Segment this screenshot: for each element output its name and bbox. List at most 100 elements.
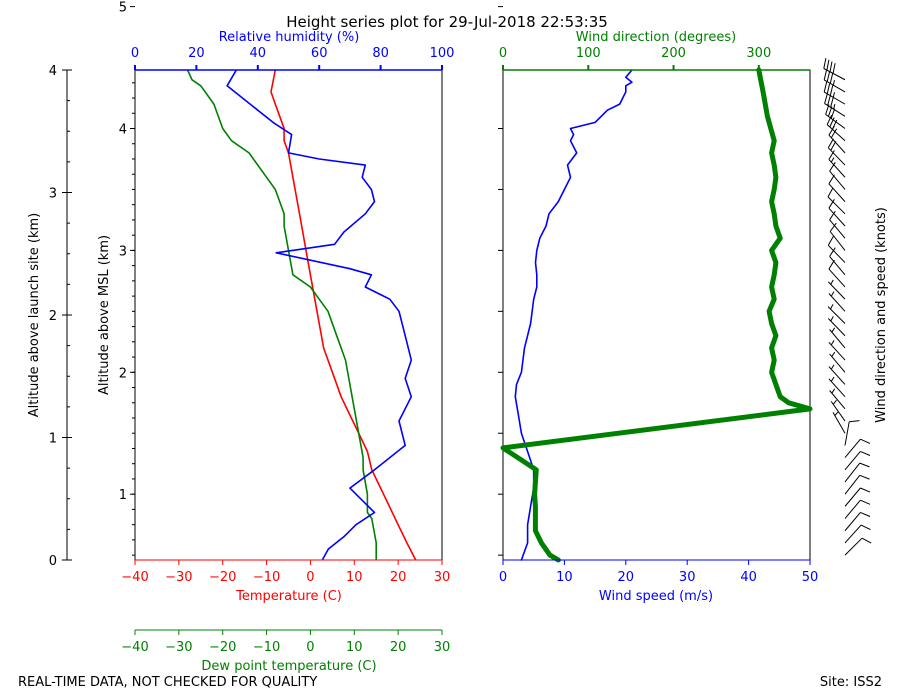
wind-barb-staff [829,353,846,373]
wind-barb [844,537,872,556]
wind-barb-staff [827,147,846,166]
temperature-axis-tick-label: −10 [253,570,280,585]
wind-speed-axis-tick-label: 30 [679,570,696,585]
wind-barb-half-flag [830,364,835,370]
wind-barb-half-flag [830,376,835,382]
wind-speed-axis: 0 10 20 30 40 50 [499,559,818,585]
wind-barb-flag [823,81,828,93]
wind-barb-staff [823,79,846,93]
wind-barb-flag [830,108,836,119]
wind-barb [844,511,871,532]
outer-axis-tick-label: 1 [49,432,57,447]
wind-barb-staff [828,268,846,288]
wind-barb-flag [828,199,835,209]
wind-barb-half-flag [832,399,837,405]
wind-barb-staff [827,196,846,215]
wind-barb-half-flag [830,279,834,285]
wind-barb-staff [828,366,846,385]
wind-barb-staff [823,68,846,81]
wind-barb [844,524,871,544]
wind-direction-axis-tick-label: 300 [746,46,771,61]
wind-barb-staff [844,438,861,458]
wind-panel-frame [502,69,811,561]
wind-barb-flag [823,69,828,81]
wind-barb [844,487,871,507]
wind-barb [844,499,871,519]
wind-barb-staff [828,341,846,361]
wind-barb-flag [832,63,836,74]
outer-axis-tick-label: 3 [49,187,57,202]
wind-speed-axis-tick-label: 20 [618,570,635,585]
wind-barb-staff [829,219,846,239]
temperature-axis-tick-label: −40 [121,570,148,585]
wind-barb [829,327,846,349]
temperature-axis-tick-label: 10 [346,570,363,585]
quality-disclaimer: REAL-TIME DATA, NOT CHECKED FOR QUALITY [18,675,317,690]
wind-barb-staff [828,159,846,178]
wind-barb-staff [827,281,846,300]
chart-title: Height series plot for 29-Jul-2018 22:53… [286,13,608,31]
wind-barb-half-flag [831,388,836,394]
wind-barb-staff [844,537,863,556]
wind-barb-staff [827,306,846,324]
wind-barb-half-flag [830,340,835,346]
wind-barb-staff [829,390,846,410]
wind-barb-staff [844,524,862,544]
wind-direction-axis-label: Wind direction (degrees) [576,30,736,45]
wind-barb-flag [823,58,827,69]
wind-barb-flag [828,150,835,160]
temperature-axis-tick-label: 30 [434,570,451,585]
wind-barb-flag [829,162,836,172]
wind-barb-staff [827,318,846,337]
wind-speed-line [514,69,633,561]
wind-barb-label: Wind direction and speed (knots) [874,207,889,423]
wind-barb [827,279,846,300]
wind-barb [823,69,846,93]
wind-barb [827,138,846,166]
wind-barb-half-flag [832,92,835,98]
wind-barb-half-flag [830,304,834,310]
rh-axis-tick-label: 80 [372,46,389,61]
wind-barb-staff [828,293,846,312]
wind-barb [829,162,846,190]
launch-site-altitude-label: Altitude above launch site (km) [27,213,42,417]
dewpoint-axis-tick-label: −40 [121,640,148,655]
wind-barb-flag [826,83,831,95]
msl-axis-tick-label: 3 [119,244,127,259]
wind-barb-flag [829,117,835,128]
thermo-panel-frame [134,69,443,561]
wind-barb-staff [844,499,861,519]
wind-barb [828,199,846,227]
wind-direction-axis-tick-label: 0 [499,46,507,61]
wind-barb [832,411,846,434]
wind-barb-flag [849,420,860,423]
dewpoint-axis-tick-label: −30 [165,640,192,655]
wind-barb-flag [829,210,836,221]
wind-barb-staff [844,474,861,495]
wind-barb [844,438,871,458]
wind-barb [828,150,846,178]
wind-series-group [500,67,813,563]
temperature-line [270,69,417,561]
wind-barb-staff [832,412,846,434]
wind-barb-half-flag [830,291,835,297]
wind-barb-flag [829,247,836,257]
outer-axis-tick-label: 2 [49,309,57,324]
wind-barb-staff [823,91,846,105]
wind-barbs [823,58,872,556]
wind-direction-axis-tick-label: 100 [576,46,601,61]
wind-barb-staff [844,512,861,532]
wind-barb-staff [828,183,846,202]
wind-barb-flag [859,474,870,480]
wind-barb-flag [860,511,871,517]
site-label: Site: ISS2 [820,675,882,690]
dewpoint-axis-tick-label: 20 [390,640,407,655]
wind-barb-staff [844,421,850,446]
wind-barb-flag [860,438,871,444]
temperature-axis-tick-label: 0 [306,570,314,585]
wind-barb-flag [826,71,831,82]
temperature-axis-tick-label: −30 [165,570,192,585]
wind-barb-flag [830,128,838,138]
wind-barb-staff [826,124,846,142]
